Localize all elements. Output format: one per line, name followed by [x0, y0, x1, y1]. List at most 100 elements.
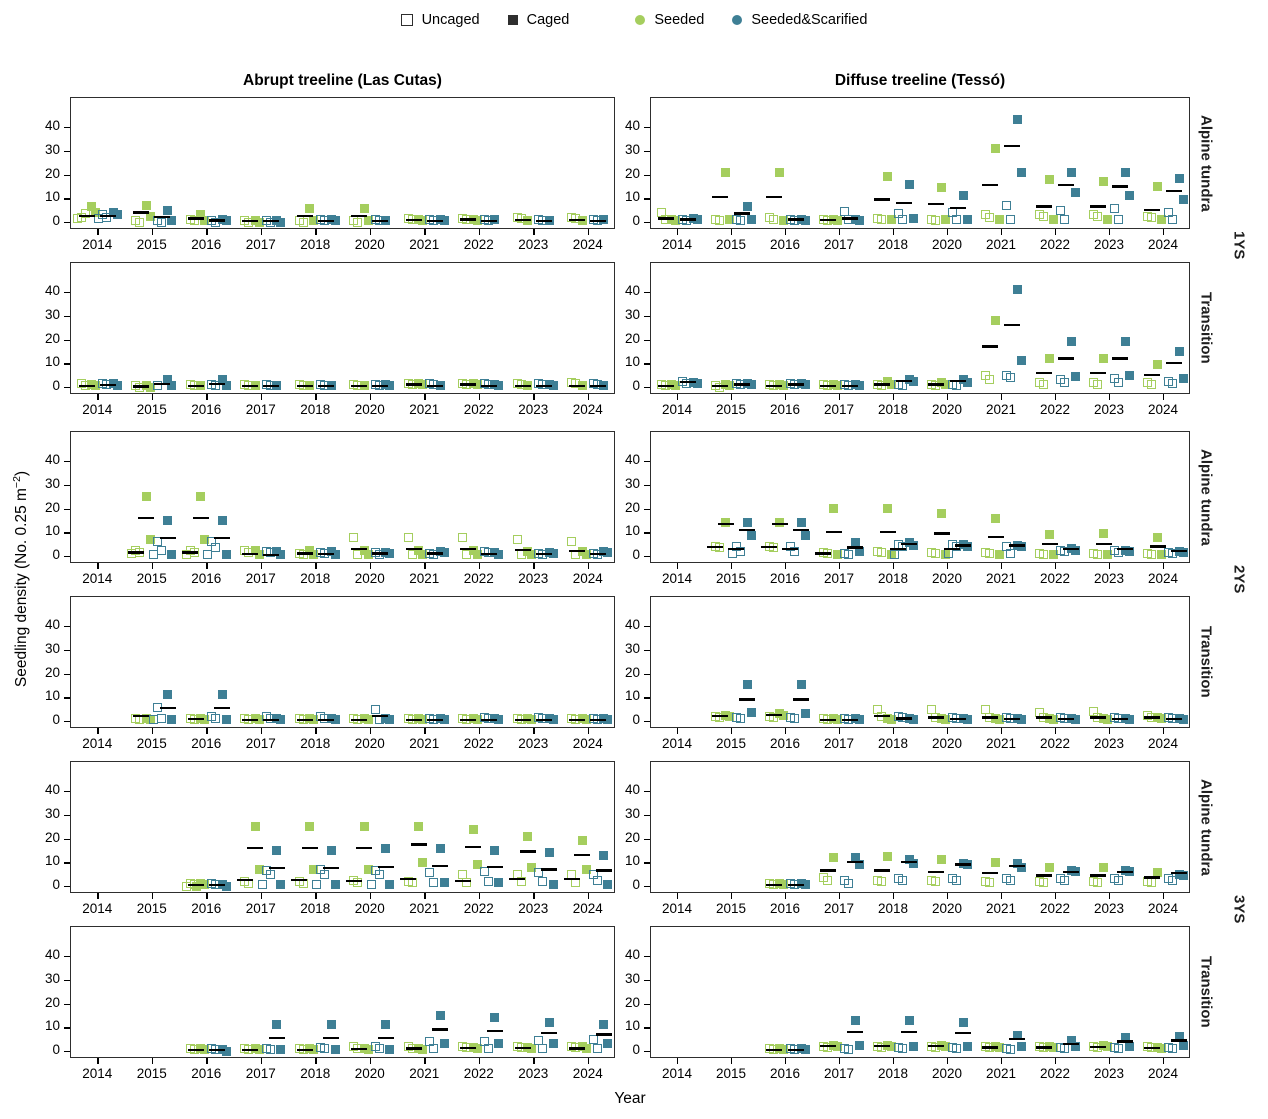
data-point-go [930, 876, 940, 886]
y-tick-label: 30 [44, 141, 60, 157]
mean-dash [1063, 870, 1080, 873]
mean-dash [99, 214, 116, 218]
data-point-tf [599, 850, 609, 860]
mean-dash [787, 383, 804, 386]
x-tick-label: 2018 [877, 237, 909, 252]
data-point-to [203, 550, 213, 560]
y-tick-label: 30 [624, 805, 640, 821]
mean-dash [1111, 185, 1128, 188]
data-point-gf [91, 208, 101, 217]
mean-dash [372, 219, 389, 222]
y-tick-label: 0 [632, 213, 640, 228]
data-point-to [374, 1044, 384, 1054]
data-point-gf [1045, 354, 1054, 363]
mean-dash [317, 552, 334, 556]
mean-dash [982, 1046, 999, 1049]
data-point-gf [1099, 177, 1108, 187]
mean-dash [841, 718, 858, 721]
y-tick-mark [644, 673, 650, 675]
x-tick-label: 2016 [769, 571, 801, 586]
data-point-to [538, 1044, 548, 1054]
data-point-gf [995, 1042, 1004, 1052]
mean-dash [874, 715, 891, 718]
data-point-go [407, 550, 417, 560]
data-point-gf [254, 217, 264, 227]
data-point-gf [359, 545, 369, 555]
y-tick-mark [644, 886, 650, 888]
x-tick-label: 2021 [409, 1066, 440, 1081]
data-point-gf [192, 881, 202, 891]
y-tick-label: 30 [44, 306, 60, 322]
mean-dash [1144, 716, 1161, 719]
data-point-go [1092, 550, 1102, 560]
data-point-go [72, 213, 82, 223]
data-point-gf [200, 1045, 210, 1055]
data-point-gf [250, 822, 260, 832]
x-tick-mark [1109, 563, 1111, 569]
data-point-to [1168, 378, 1177, 388]
data-point-go [189, 216, 199, 226]
y-tick-label: 0 [632, 547, 640, 562]
mean-dash [787, 1048, 804, 1051]
data-point-go [1038, 877, 1048, 887]
mean-dash [514, 384, 531, 387]
data-point-gf [577, 836, 587, 846]
x-tick-label: 2014 [82, 1066, 113, 1081]
data-point-to [94, 213, 104, 223]
data-point-to [592, 875, 602, 885]
mean-dash [1165, 717, 1182, 721]
x-tick-label: 2017 [245, 402, 276, 417]
data-point-tf [385, 880, 395, 890]
mean-dash [405, 383, 422, 386]
x-tick-label: 2021 [409, 402, 440, 417]
x-tick-mark [151, 728, 154, 734]
y-tick-label: 40 [44, 452, 60, 467]
x-tick-label: 2014 [82, 736, 113, 751]
x-tick-mark [97, 394, 99, 400]
mean-dash [426, 219, 443, 222]
data-point-go [984, 877, 994, 887]
x-tick-mark [533, 893, 535, 899]
y-tick-mark [64, 127, 70, 129]
mean-dash [208, 884, 225, 887]
data-point-gf [141, 200, 151, 210]
x-tick-label: 2018 [877, 402, 909, 417]
y-tick-mark [644, 387, 650, 389]
data-point-gf [887, 550, 896, 560]
x-tick-mark [260, 1058, 263, 1064]
data-point-tf [800, 531, 810, 541]
mean-dash [426, 718, 443, 721]
data-point-to [790, 714, 799, 724]
data-point-tf [1016, 1041, 1026, 1051]
y-tick-mark [64, 387, 70, 389]
y-tick-mark [644, 862, 650, 864]
mean-dash [317, 219, 334, 222]
y-tick-mark [64, 979, 70, 982]
data-point-gf [145, 211, 155, 221]
data-point-gf [418, 715, 428, 725]
mean-dash [1171, 871, 1188, 875]
data-point-tf [167, 550, 177, 560]
data-point-tf [1016, 356, 1026, 366]
x-tick-mark [206, 563, 208, 569]
x-tick-mark [315, 728, 317, 734]
mean-dash [901, 542, 918, 546]
mean-dash [766, 384, 783, 387]
x-tick-mark [533, 728, 535, 734]
y-tick-mark [644, 1051, 650, 1053]
y-tick-label: 20 [44, 829, 60, 845]
data-point-tf [439, 877, 449, 887]
mean-dash [187, 883, 204, 886]
y-tick-mark [644, 508, 650, 510]
data-point-to [1060, 1044, 1069, 1054]
data-point-gf [1099, 354, 1108, 363]
data-point-tf [800, 380, 810, 390]
data-point-to [592, 1044, 602, 1054]
data-point-tf [167, 381, 177, 391]
data-point-to [320, 869, 330, 879]
y-tick-label: 0 [632, 1042, 640, 1057]
x-tick-label: 2018 [300, 237, 331, 252]
x-tick-label: 2024 [572, 237, 603, 252]
legend-item-uncaged: Uncaged [400, 12, 480, 28]
x-tick-label: 2018 [300, 1066, 331, 1081]
